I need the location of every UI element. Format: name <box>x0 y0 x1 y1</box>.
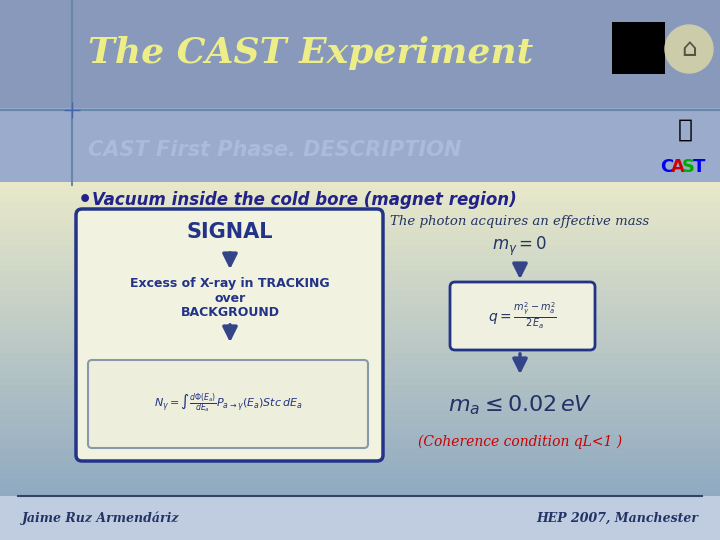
Bar <box>0 415 720 422</box>
Bar <box>0 496 720 540</box>
Bar <box>660 112 710 150</box>
Text: $m_a \leq 0.02\, eV$: $m_a \leq 0.02\, eV$ <box>448 393 593 417</box>
Bar <box>0 478 720 485</box>
Bar <box>0 270 720 278</box>
Bar <box>0 314 720 322</box>
Bar <box>0 207 720 214</box>
Bar <box>0 289 720 296</box>
Bar <box>0 302 720 309</box>
Text: The photon acquires an effective mass: The photon acquires an effective mass <box>390 215 649 228</box>
Bar <box>0 226 720 233</box>
Bar <box>0 264 720 271</box>
Bar <box>0 465 720 473</box>
Text: 🔥: 🔥 <box>678 118 693 142</box>
Bar <box>0 308 720 315</box>
Bar <box>0 213 720 221</box>
Bar <box>0 390 720 397</box>
Bar <box>0 220 720 227</box>
Bar <box>0 194 720 202</box>
Text: Vacuum inside the cold bore (magnet region): Vacuum inside the cold bore (magnet regi… <box>92 191 517 209</box>
Bar <box>0 396 720 403</box>
Text: $q = \frac{m_{\gamma}^2 - m_a^2}{2E_a}$: $q = \frac{m_{\gamma}^2 - m_a^2}{2E_a}$ <box>487 301 557 331</box>
Bar <box>0 295 720 303</box>
Text: SIGNAL: SIGNAL <box>186 222 274 242</box>
Bar <box>0 377 720 384</box>
Text: $m_{\gamma} = 0$: $m_{\gamma} = 0$ <box>492 234 548 258</box>
Bar <box>0 182 720 190</box>
Bar <box>0 484 720 492</box>
Bar <box>0 333 720 341</box>
Bar <box>0 364 720 372</box>
Bar <box>0 352 720 360</box>
Bar <box>0 472 720 479</box>
Bar <box>0 359 720 366</box>
Text: CAST First Phase. DESCRIPTION: CAST First Phase. DESCRIPTION <box>88 140 462 160</box>
Text: •: • <box>78 190 92 210</box>
Bar <box>0 251 720 259</box>
Bar <box>0 276 720 284</box>
Bar <box>0 409 720 416</box>
Bar <box>0 245 720 252</box>
Text: $N_{\gamma} = \int \frac{d\Phi(E_a)}{dE_a} P_{a\rightarrow\gamma}(E_a) St c\, dE: $N_{\gamma} = \int \frac{d\Phi(E_a)}{dE_… <box>154 392 302 416</box>
Text: T: T <box>693 158 706 176</box>
Bar <box>0 340 720 347</box>
FancyBboxPatch shape <box>88 360 368 448</box>
Bar <box>0 453 720 460</box>
Bar <box>0 383 720 391</box>
Bar <box>0 459 720 467</box>
Bar <box>0 491 720 498</box>
Circle shape <box>665 25 713 73</box>
Text: A: A <box>671 158 685 176</box>
Bar <box>0 239 720 246</box>
Bar <box>612 22 665 74</box>
Bar <box>0 232 720 240</box>
Text: (Coherence condition qL<1 ): (Coherence condition qL<1 ) <box>418 435 622 449</box>
Text: S: S <box>682 158 695 176</box>
Bar <box>0 421 720 429</box>
Text: Excess of X-ray in TRACKING
over
BACKGROUND: Excess of X-ray in TRACKING over BACKGRO… <box>130 276 330 320</box>
Bar <box>0 108 720 185</box>
Bar <box>0 283 720 290</box>
Bar <box>0 402 720 410</box>
Bar <box>0 440 720 448</box>
Bar <box>0 258 720 265</box>
Text: C: C <box>660 158 673 176</box>
Bar <box>0 327 720 334</box>
Bar <box>0 188 720 195</box>
Bar <box>0 201 720 208</box>
FancyBboxPatch shape <box>450 282 595 350</box>
Bar <box>0 0 720 110</box>
Text: Jaime Ruz Armendáriz: Jaime Ruz Armendáriz <box>22 511 179 525</box>
Bar <box>0 321 720 328</box>
Bar <box>0 346 720 353</box>
FancyBboxPatch shape <box>76 209 383 461</box>
Bar <box>0 434 720 441</box>
Text: The CAST Experiment: The CAST Experiment <box>88 36 534 70</box>
Bar <box>0 371 720 379</box>
Text: HEP 2007, Manchester: HEP 2007, Manchester <box>536 511 698 524</box>
Text: ⌂: ⌂ <box>681 37 697 61</box>
Bar <box>0 428 720 435</box>
Bar <box>0 447 720 454</box>
